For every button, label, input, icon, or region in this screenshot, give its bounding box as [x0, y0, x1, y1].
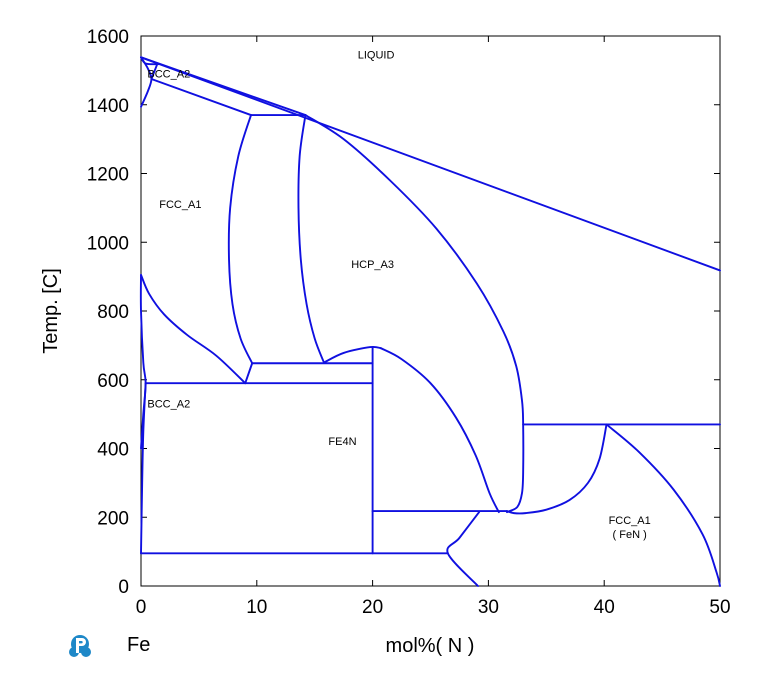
- phase-boundary-line: [227, 114, 254, 365]
- y-tick-label: 1200: [87, 165, 129, 186]
- phase-label: FCC_A1: [159, 199, 201, 211]
- phase-label: HCP_A3: [351, 259, 394, 271]
- y-axis-label: Temp. [C]: [40, 268, 62, 354]
- phase-boundary-line: [304, 114, 525, 514]
- y-tick-label: 1600: [87, 27, 129, 48]
- phase-label: BCC_A2: [147, 68, 190, 80]
- phase-boundary-line: [379, 347, 500, 514]
- phase-label: BCC_A2: [147, 398, 190, 410]
- phase-boundary-line: [150, 78, 252, 117]
- phase-boundary-line: [446, 511, 481, 587]
- phase-boundary-line: [244, 362, 254, 385]
- phase-labels: LIQUID BCC_A2 FCC_A1 HCP_A3 BCC_A2 FE4N FCC_A1…: [147, 49, 650, 541]
- phase-label: LIQUID: [358, 49, 395, 61]
- y-tick-label: 1000: [87, 233, 129, 254]
- thermo-calc-logo-icon: [69, 635, 91, 657]
- y-axis: 0 200 400 600 800 1000 1200 1400 1600: [87, 27, 720, 598]
- phase-boundary-line: [140, 56, 307, 117]
- phase-label: ( FeN ): [613, 529, 647, 541]
- x-tick-label: 20: [362, 597, 383, 618]
- y-tick-label: 200: [97, 508, 129, 529]
- phase-boundary-line: [140, 273, 247, 385]
- y-tick-label: 600: [97, 371, 129, 392]
- phase-boundary-line: [605, 423, 721, 587]
- phase-boundary-line: [140, 382, 147, 555]
- footer: Fe: [0, 630, 759, 662]
- y-tick-label: 0: [118, 577, 129, 598]
- component-label: Fe: [127, 634, 151, 656]
- phase-boundary-line: [150, 63, 159, 80]
- phase-boundary-line: [505, 423, 608, 515]
- phase-boundaries: [139, 56, 721, 587]
- phase-boundary-line: [323, 345, 382, 364]
- x-tick-label: 50: [709, 597, 730, 618]
- y-tick-label: 800: [97, 302, 129, 323]
- phase-label: FCC_A1: [609, 515, 651, 527]
- y-tick-label: 1400: [87, 96, 129, 117]
- x-axis: 0 10 20 30 40 50: [136, 36, 731, 618]
- plot-frame: [140, 35, 721, 587]
- x-tick-label: 0: [136, 597, 147, 618]
- phase-boundary-line: [140, 56, 721, 272]
- x-tick-label: 10: [246, 597, 267, 618]
- x-tick-label: 40: [594, 597, 615, 618]
- y-tick-label: 400: [97, 440, 129, 461]
- x-axis-label: mol%( N ): [386, 635, 475, 657]
- phase-label: FE4N: [328, 436, 356, 448]
- x-tick-label: 30: [478, 597, 499, 618]
- phase-boundary-line: [297, 114, 325, 364]
